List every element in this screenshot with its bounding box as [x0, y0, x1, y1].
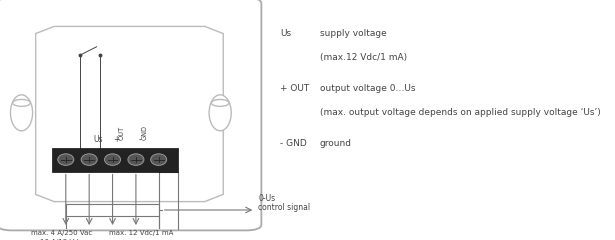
Text: (max. output voltage depends on applied supply voltage ‘Us’): (max. output voltage depends on applied …	[320, 108, 601, 117]
Text: +: +	[114, 135, 120, 144]
Text: Us: Us	[280, 29, 291, 38]
Text: + OUT: + OUT	[280, 84, 309, 93]
Text: - GND: - GND	[280, 139, 306, 148]
Circle shape	[212, 99, 229, 106]
Text: 0-Us: 0-Us	[258, 194, 276, 203]
Polygon shape	[36, 26, 223, 202]
Bar	[52, 148, 178, 172]
Text: max. 4 A/250 Vac
10 A/12 Vdc: max. 4 A/250 Vac 10 A/12 Vdc	[31, 230, 92, 240]
Circle shape	[13, 99, 30, 106]
Text: Us: Us	[93, 135, 103, 144]
FancyBboxPatch shape	[0, 0, 261, 230]
Text: OUT: OUT	[119, 126, 125, 140]
Text: max. 12 Vdc/1 mA: max. 12 Vdc/1 mA	[109, 230, 173, 236]
Ellipse shape	[10, 95, 33, 131]
Ellipse shape	[105, 154, 121, 165]
Text: supply voltage: supply voltage	[320, 29, 387, 38]
Text: ground: ground	[320, 139, 352, 148]
Text: -: -	[139, 135, 141, 144]
Ellipse shape	[128, 154, 144, 165]
Text: control signal: control signal	[258, 204, 311, 212]
Ellipse shape	[151, 154, 167, 165]
Ellipse shape	[58, 154, 74, 165]
Ellipse shape	[209, 95, 231, 131]
Text: (max.12 Vdc/1 mA): (max.12 Vdc/1 mA)	[320, 53, 407, 62]
Ellipse shape	[81, 154, 97, 165]
Text: output voltage 0…Us: output voltage 0…Us	[320, 84, 415, 93]
Text: GND: GND	[142, 125, 148, 140]
